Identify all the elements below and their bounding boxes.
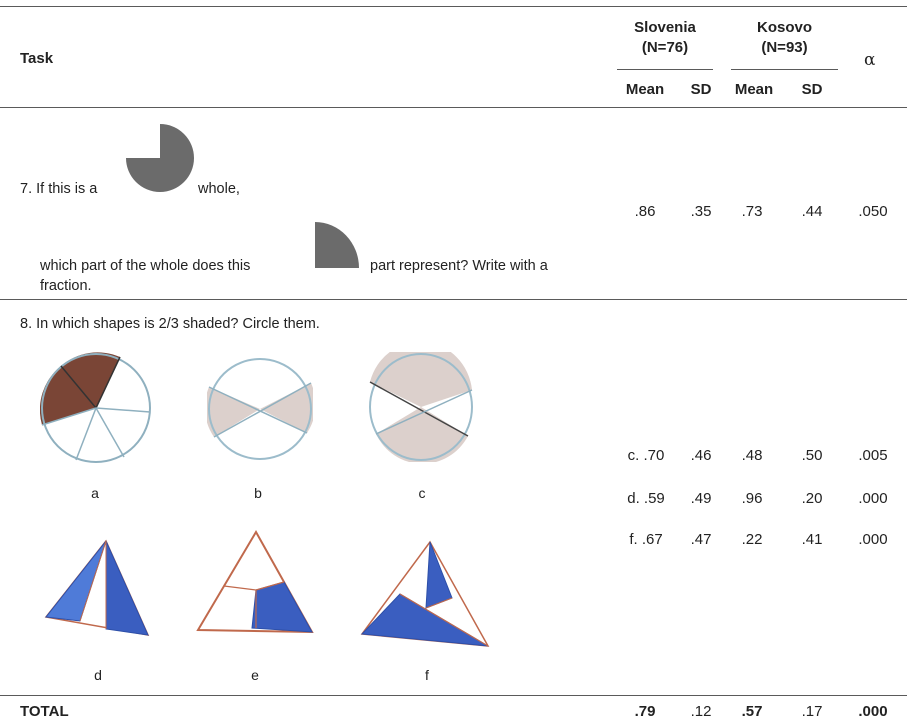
header-task: Task — [20, 50, 54, 67]
task7-bottom-rule — [0, 299, 907, 300]
task8-row-c-alpha: .005 — [858, 447, 888, 464]
total-label: TOTAL — [20, 703, 69, 720]
total-sl-sd: .12 — [690, 703, 712, 720]
task8-row-c-sl-mean: c. .70 — [627, 447, 665, 464]
task7-line1a: 7. If this is a — [20, 181, 98, 197]
task8-row-f-sl-sd: .47 — [690, 531, 712, 548]
header-ko-sd: SD — [801, 81, 823, 98]
header-kosovo: Kosovo (N=93) — [731, 18, 838, 58]
pie-b-figure — [207, 358, 313, 460]
total-alpha: .000 — [858, 703, 888, 720]
task8-row-f-ko-sd: .41 — [801, 531, 823, 548]
task7-sl-mean: .86 — [634, 203, 656, 220]
task7-ko-mean: .73 — [741, 203, 763, 220]
total-top-rule — [0, 695, 907, 696]
task7-line1b: whole, — [198, 181, 240, 197]
top-rule — [0, 6, 907, 7]
task8-row-f-sl-mean: f. .67 — [629, 531, 663, 548]
task8-row-c-ko-sd: .50 — [801, 447, 823, 464]
task8-row-f-alpha: .000 — [858, 531, 888, 548]
pie-a-figure — [40, 352, 151, 463]
header-kosovo-name: Kosovo — [756, 19, 812, 36]
shape-label-f: f — [425, 667, 429, 683]
total-ko-sd: .17 — [801, 703, 823, 720]
task8-row-d-sl-sd: .49 — [690, 490, 712, 507]
shape-label-d: d — [94, 667, 102, 683]
shape-label-e: e — [251, 667, 259, 683]
triangle-d-figure — [44, 539, 150, 636]
task7-alpha: .050 — [858, 203, 888, 220]
triangle-e-figure — [196, 529, 314, 634]
task8-row-c-ko-mean: .48 — [741, 447, 763, 464]
slovenia-underline — [617, 69, 713, 70]
header-bottom-rule — [0, 107, 907, 108]
triangle-f-figure — [360, 540, 490, 647]
task8-row-d-ko-sd: .20 — [801, 490, 823, 507]
task7-line2b: part represent? Write with a — [370, 258, 548, 274]
header-ko-mean: Mean — [734, 81, 774, 98]
task8-question: 8. In which shapes is 2/3 shaded? Circle… — [20, 316, 320, 332]
kosovo-underline — [731, 69, 838, 70]
header-alpha: α — [864, 50, 876, 70]
total-sl-mean: .79 — [634, 703, 656, 720]
pie-c-figure — [369, 352, 473, 462]
header-sl-mean: Mean — [625, 81, 665, 98]
shape-label-a: a — [91, 485, 99, 501]
task7-ko-sd: .44 — [801, 203, 823, 220]
task8-row-d-alpha: .000 — [858, 490, 888, 507]
task8-row-c-sl-sd: .46 — [690, 447, 712, 464]
quarter-circle-icon — [315, 222, 359, 268]
task7-line3: fraction. — [40, 278, 92, 294]
total-ko-mean: .57 — [741, 703, 763, 720]
header-slovenia: Slovenia (N=76) — [617, 18, 713, 58]
task7-line2a: which part of the whole does this — [40, 258, 251, 274]
header-slovenia-name: Slovenia — [634, 19, 696, 36]
header-slovenia-n: (N=76) — [641, 39, 689, 56]
header-kosovo-n: (N=93) — [761, 39, 808, 56]
task8-row-f-ko-mean: .22 — [741, 531, 763, 548]
shape-label-c: c — [418, 485, 426, 501]
header-sl-sd: SD — [690, 81, 712, 98]
shape-label-b: b — [254, 485, 262, 501]
task8-row-d-sl-mean: d. .59 — [627, 490, 665, 507]
task8-row-d-ko-mean: .96 — [741, 490, 763, 507]
three-quarter-circle-icon — [126, 124, 194, 192]
task7-sl-sd: .35 — [690, 203, 712, 220]
